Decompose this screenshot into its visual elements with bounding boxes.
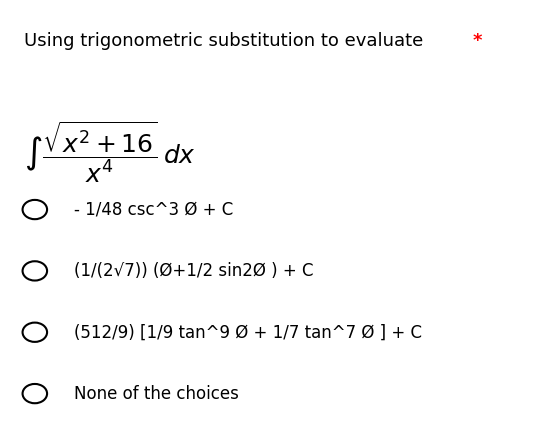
Text: (512/9) [1/9 tan^9 Ø + 1/7 tan^7 Ø ] + C: (512/9) [1/9 tan^9 Ø + 1/7 tan^7 Ø ] + C: [74, 323, 422, 341]
Text: - 1/48 csc^3 Ø + C: - 1/48 csc^3 Ø + C: [74, 201, 233, 219]
Text: *: *: [472, 32, 482, 50]
Text: None of the choices: None of the choices: [74, 385, 239, 403]
Text: $\int \dfrac{\sqrt{x^2+16}}{x^4}\,dx$: $\int \dfrac{\sqrt{x^2+16}}{x^4}\,dx$: [24, 120, 195, 185]
Text: Using trigonometric substitution to evaluate: Using trigonometric substitution to eval…: [24, 32, 428, 50]
Text: (1/(2√7)) (Ø+1/2 sin2Ø ) + C: (1/(2√7)) (Ø+1/2 sin2Ø ) + C: [74, 262, 314, 280]
